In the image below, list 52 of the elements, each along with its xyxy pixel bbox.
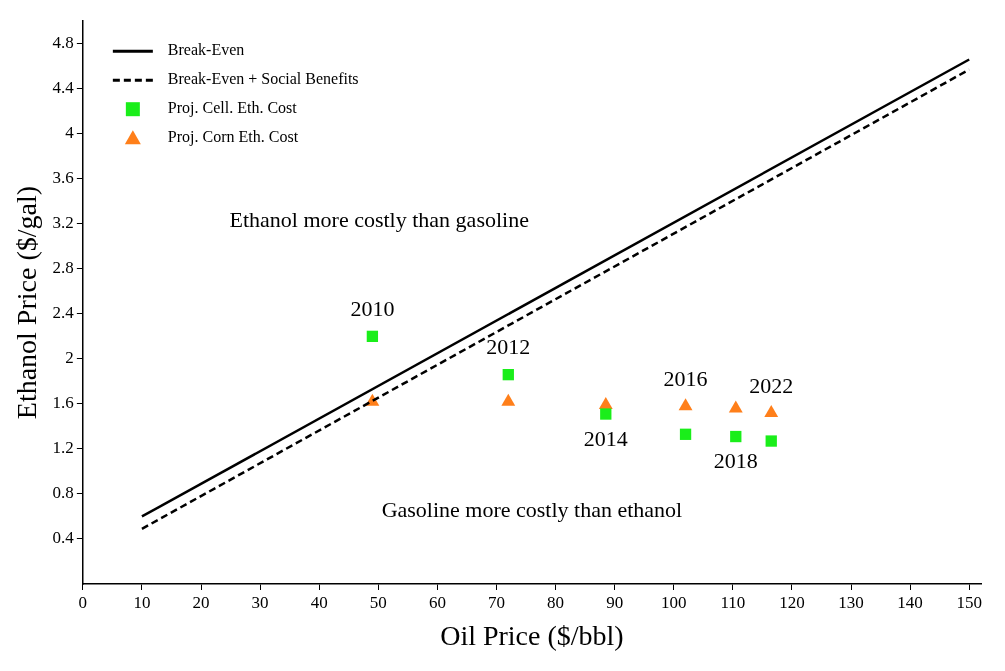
point <box>728 400 743 413</box>
point <box>600 408 612 420</box>
point <box>366 330 379 343</box>
x-tick-label: 10 <box>133 592 151 612</box>
annotation: 2014 <box>583 425 628 451</box>
legend-label: Proj. Cell. Eth. Cost <box>167 99 298 118</box>
y-tick-label: 0.4 <box>52 528 75 548</box>
y-tick-label: 3.6 <box>52 168 74 188</box>
legend-label: Break-Even <box>167 41 245 59</box>
x-tick-label: 40 <box>310 592 328 612</box>
y-tick-label: 2 <box>65 348 74 368</box>
y-tick-label: 2.8 <box>52 258 74 278</box>
y-tick-label: 0.8 <box>52 483 74 503</box>
x-tick-label: 20 <box>192 592 210 612</box>
annotation: Ethanol more costly than gasoline <box>229 206 529 232</box>
x-tick-label: 50 <box>369 592 387 612</box>
y-axis-title: Ethanol Price ($/gal) <box>11 185 43 420</box>
x-tick-label: 130 <box>838 592 864 612</box>
x-tick-label: 60 <box>428 592 446 612</box>
annotation: Gasoline more costly than ethanol <box>381 496 683 522</box>
point <box>765 435 777 447</box>
x-tick-label: 110 <box>720 592 746 612</box>
x-tick-label: 90 <box>606 592 624 612</box>
y-tick-label: 4.4 <box>52 78 75 98</box>
x-tick-label: 100 <box>660 592 687 612</box>
annotation: 2016 <box>663 365 708 391</box>
annotation: 2022 <box>749 372 794 398</box>
x-tick-label: 120 <box>779 592 805 612</box>
y-tick-label: 4 <box>65 123 75 143</box>
legend-label: Proj. Corn Eth. Cost <box>167 128 299 147</box>
legend-label: Break-Even + Social Benefits <box>167 70 359 88</box>
point <box>730 430 742 443</box>
x-axis-title: Oil Price ($/bbl) <box>440 619 624 651</box>
annotation: 2018 <box>713 448 758 474</box>
annotation: 2012 <box>486 334 531 360</box>
x-tick-label: 0 <box>78 592 88 612</box>
x-tick-label: 80 <box>547 592 565 612</box>
y-tick-label: 2.4 <box>52 303 75 323</box>
point <box>501 393 516 406</box>
x-tick-label: 30 <box>251 592 269 612</box>
y-tick-label: 4.8 <box>52 33 74 53</box>
point <box>764 404 779 417</box>
annotation: 2010 <box>350 296 395 322</box>
point <box>678 398 693 411</box>
y-tick-label: 1.6 <box>52 393 74 413</box>
point <box>679 428 692 440</box>
point <box>502 368 514 381</box>
x-tick-label: 150 <box>956 592 982 612</box>
y-tick-label: 3.2 <box>52 213 74 233</box>
x-tick-label: 70 <box>487 592 505 612</box>
x-tick-label: 140 <box>897 592 923 612</box>
y-tick-label: 1.2 <box>52 438 74 458</box>
